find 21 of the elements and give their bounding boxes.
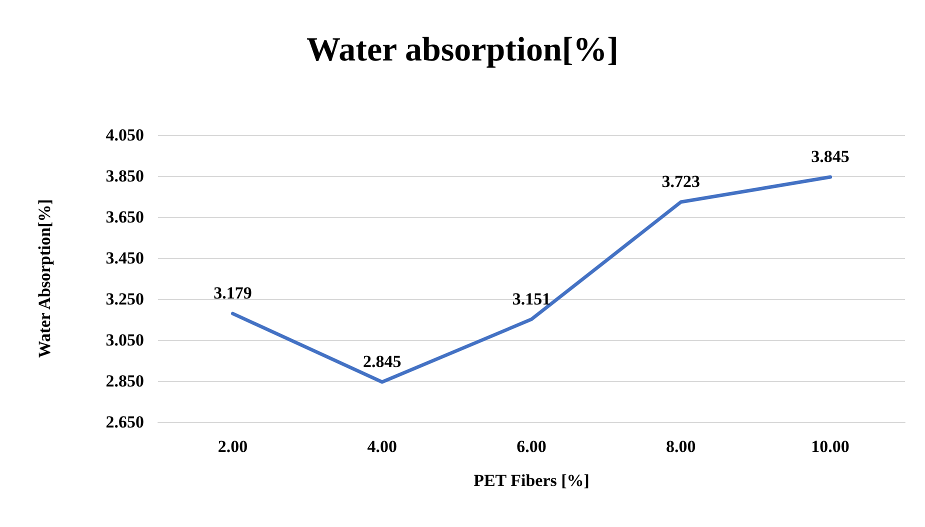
y-tick-label: 2.850 bbox=[106, 372, 144, 390]
x-tick-label: 6.00 bbox=[516, 437, 546, 456]
chart-title: Water absorption[%] bbox=[306, 32, 618, 68]
y-tick-label: 2.650 bbox=[106, 412, 144, 432]
x-tick-label: 10.00 bbox=[811, 437, 850, 456]
x-tick-label: 4.00 bbox=[367, 437, 397, 456]
data-label: 3.151 bbox=[512, 289, 551, 308]
x-tick-label: 8.00 bbox=[666, 437, 696, 456]
y-tick-label: 3.250 bbox=[106, 290, 144, 308]
data-label: 3.845 bbox=[811, 147, 850, 166]
y-tick-label: 4.050 bbox=[106, 126, 144, 144]
data-label: 3.723 bbox=[662, 172, 700, 192]
y-axis-title: Water Absorption[%] bbox=[35, 199, 54, 358]
y-tick-label: 3.850 bbox=[106, 166, 144, 186]
y-tick-label: 3.450 bbox=[106, 248, 144, 268]
x-tick-label: 2.00 bbox=[218, 437, 248, 456]
y-tick-label: 3.050 bbox=[106, 330, 144, 350]
y-tick-label: 3.650 bbox=[106, 208, 144, 226]
data-label: 2.845 bbox=[362, 352, 402, 372]
data-label: 3.179 bbox=[214, 284, 252, 303]
x-axis-title: PET Fibers [%] bbox=[474, 471, 590, 490]
